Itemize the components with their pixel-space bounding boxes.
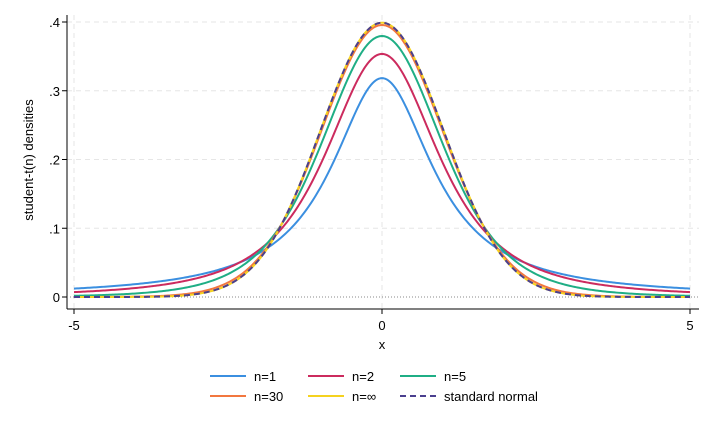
y-tick-label: .3 [49,84,60,99]
y-ticks: 0 .1 .2 .3 .4 [49,15,67,305]
series-line-n=5 [73,35,691,297]
legend-label: n=5 [444,369,466,384]
x-tick-label: 5 [686,318,693,333]
y-tick-label: 0 [53,290,60,305]
y-axis-label: student-t(n) densities [21,99,36,221]
legend: n=1 n=2 n=5 n=30 n=∞ standard normal [210,369,538,404]
legend-label: n=1 [254,369,276,384]
x-axis-label: x [379,337,386,352]
legend-label: standard normal [444,389,538,404]
y-tick-label: .1 [49,221,60,236]
series-line-n=2 [73,52,691,294]
y-tick-label: .2 [49,153,60,168]
series-line-n=1 [73,77,691,290]
legend-label: n=30 [254,389,283,404]
series-lines [73,21,691,298]
x-ticks: -5 0 5 [68,309,694,333]
legend-label: n=2 [352,369,374,384]
legend-label: n=∞ [352,389,376,404]
series-line-standard normal [74,21,690,298]
y-tick-label: .4 [49,15,60,30]
x-tick-label: -5 [68,318,80,333]
x-tick-label: 0 [378,318,385,333]
